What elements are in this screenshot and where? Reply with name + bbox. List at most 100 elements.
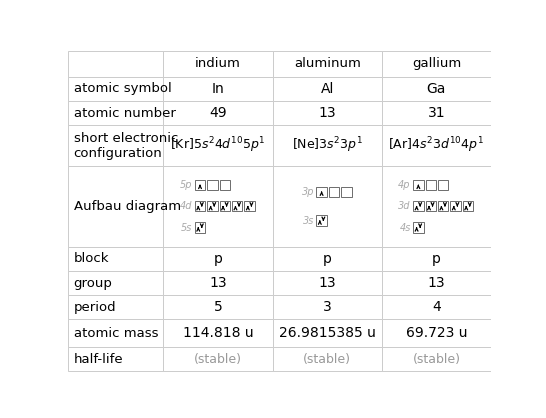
Bar	[195, 180, 205, 190]
Bar	[272, 319, 382, 347]
Bar	[316, 216, 327, 226]
Bar	[425, 180, 436, 190]
Text: 114.818 u: 114.818 u	[183, 326, 253, 340]
Bar	[68, 125, 163, 166]
Bar	[272, 101, 382, 125]
Text: 26.9815385 u: 26.9815385 u	[279, 326, 376, 340]
Text: 3: 3	[323, 301, 331, 314]
Text: aluminum: aluminum	[294, 57, 361, 70]
Bar	[272, 347, 382, 371]
Bar	[68, 295, 163, 319]
Bar	[68, 51, 163, 77]
Text: 5s: 5s	[181, 222, 193, 232]
Text: p: p	[432, 252, 441, 266]
Text: 5p: 5p	[180, 180, 193, 190]
Bar	[195, 201, 205, 212]
Bar	[463, 201, 473, 212]
Bar	[382, 51, 491, 77]
Bar	[163, 247, 272, 271]
Bar	[272, 271, 382, 295]
Bar	[450, 201, 461, 212]
Bar	[163, 101, 272, 125]
Bar	[68, 101, 163, 125]
Bar	[68, 319, 163, 347]
Text: gallium: gallium	[412, 57, 461, 70]
Text: $[\mathrm{Ne}]3s^{2}3p^{1}$: $[\mathrm{Ne}]3s^{2}3p^{1}$	[292, 136, 363, 155]
Text: Al: Al	[321, 82, 334, 96]
Bar	[68, 347, 163, 371]
Bar	[195, 222, 205, 233]
Bar	[341, 186, 352, 197]
Bar	[163, 77, 272, 101]
Text: 3d: 3d	[399, 201, 411, 211]
Bar	[329, 186, 339, 197]
Bar	[272, 247, 382, 271]
Bar	[272, 51, 382, 77]
Text: Ga: Ga	[427, 82, 446, 96]
Text: block: block	[74, 252, 109, 265]
Bar	[232, 201, 242, 212]
Bar	[163, 295, 272, 319]
Text: p: p	[213, 252, 222, 266]
Text: $[\mathrm{Kr}]5s^{2}4d^{10}5p^{1}$: $[\mathrm{Kr}]5s^{2}4d^{10}5p^{1}$	[170, 136, 266, 155]
Text: 13: 13	[209, 276, 227, 290]
Text: atomic symbol: atomic symbol	[74, 82, 171, 95]
Text: short electronic
configuration: short electronic configuration	[74, 132, 178, 160]
Bar	[219, 201, 230, 212]
Text: (stable): (stable)	[303, 353, 351, 366]
Text: Aufbau diagram: Aufbau diagram	[74, 200, 181, 213]
Bar	[382, 319, 491, 347]
Bar	[68, 271, 163, 295]
Bar	[245, 201, 255, 212]
Bar	[382, 295, 491, 319]
Text: 3s: 3s	[302, 216, 314, 226]
Bar	[382, 77, 491, 101]
Bar	[68, 166, 163, 247]
Text: group: group	[74, 277, 112, 290]
Bar	[413, 222, 424, 233]
Bar	[163, 125, 272, 166]
Bar	[425, 201, 436, 212]
Text: 3p: 3p	[301, 187, 314, 197]
Bar	[382, 347, 491, 371]
Bar	[163, 166, 272, 247]
Bar	[272, 125, 382, 166]
Text: (stable): (stable)	[194, 353, 242, 366]
Bar	[413, 201, 424, 212]
Text: 4s: 4s	[400, 222, 411, 232]
Text: period: period	[74, 301, 116, 314]
Bar	[316, 186, 327, 197]
Bar	[272, 166, 382, 247]
Text: indium: indium	[195, 57, 241, 70]
Text: atomic number: atomic number	[74, 107, 176, 120]
Text: half-life: half-life	[74, 353, 123, 366]
Bar	[68, 247, 163, 271]
Text: 69.723 u: 69.723 u	[406, 326, 467, 340]
Text: 13: 13	[318, 276, 336, 290]
Bar	[163, 319, 272, 347]
Text: 4p: 4p	[399, 180, 411, 190]
Bar	[272, 295, 382, 319]
Bar	[382, 101, 491, 125]
Bar	[382, 271, 491, 295]
Text: 49: 49	[209, 106, 227, 120]
Bar	[207, 180, 218, 190]
Text: 31: 31	[428, 106, 445, 120]
Text: (stable): (stable)	[412, 353, 460, 366]
Text: $[\mathrm{Ar}]4s^{2}3d^{10}4p^{1}$: $[\mathrm{Ar}]4s^{2}3d^{10}4p^{1}$	[388, 136, 484, 155]
Bar	[382, 247, 491, 271]
Bar	[438, 201, 448, 212]
Bar	[219, 180, 230, 190]
Bar	[438, 180, 448, 190]
Bar	[163, 271, 272, 295]
Text: In: In	[212, 82, 224, 96]
Text: 4: 4	[432, 301, 441, 314]
Bar	[382, 125, 491, 166]
Text: 13: 13	[318, 106, 336, 120]
Bar	[207, 201, 218, 212]
Bar	[413, 180, 424, 190]
Bar	[163, 347, 272, 371]
Bar	[163, 51, 272, 77]
Text: atomic mass: atomic mass	[74, 327, 158, 340]
Text: 4d: 4d	[180, 201, 193, 211]
